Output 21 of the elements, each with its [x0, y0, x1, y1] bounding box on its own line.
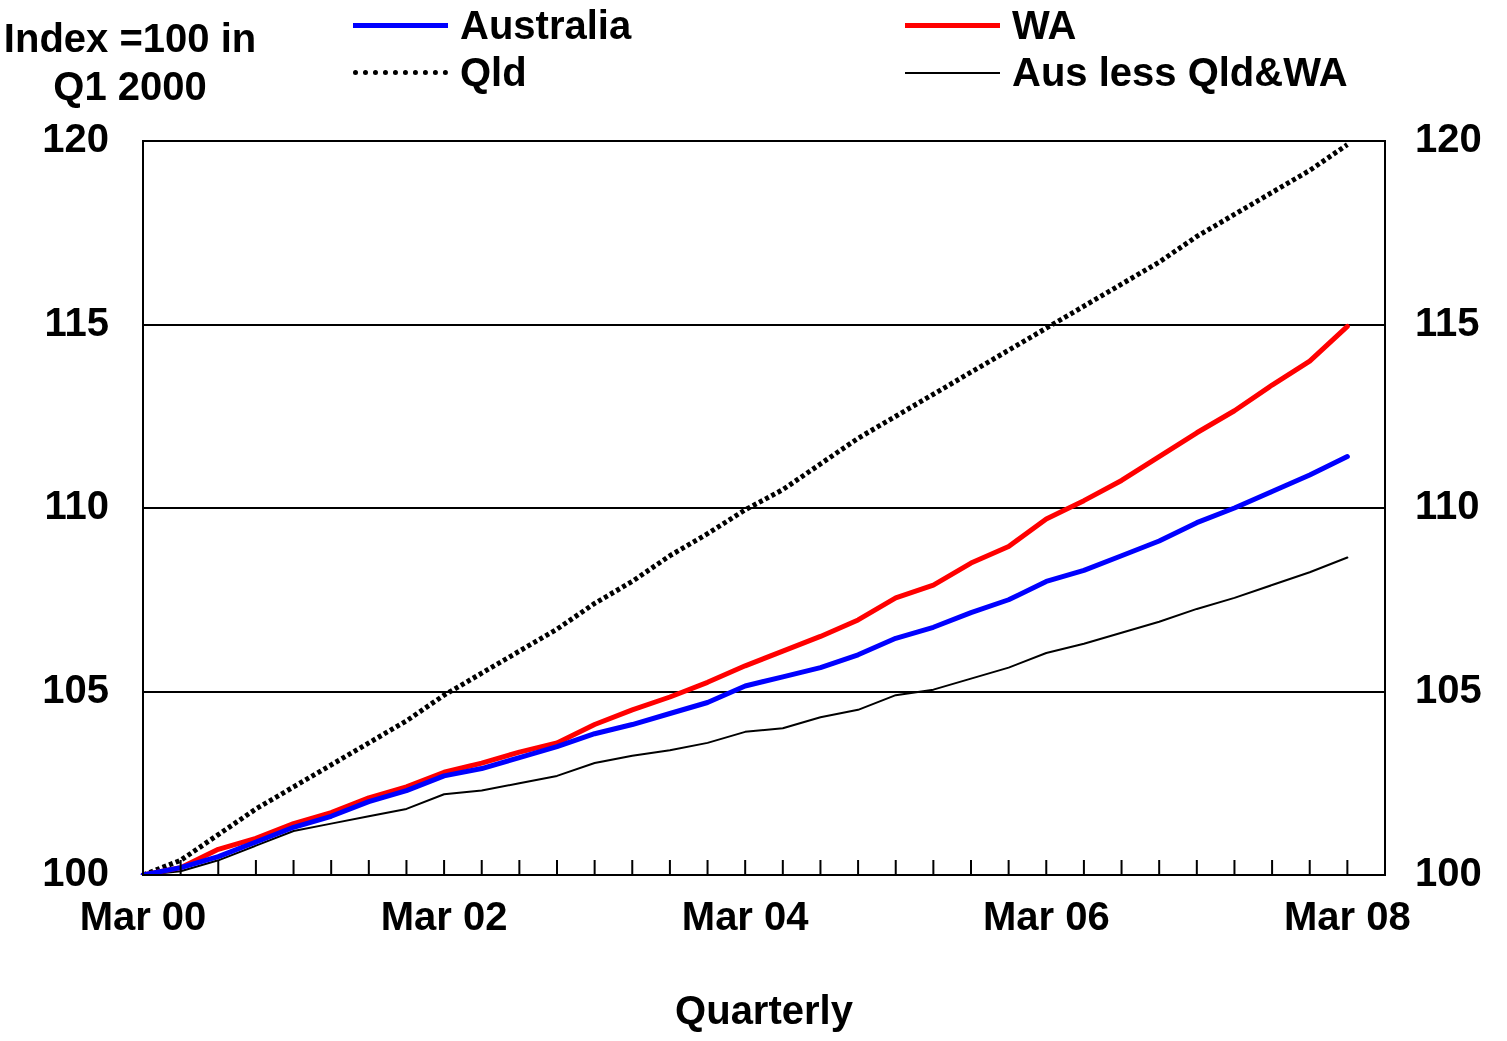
y-tick-label: 110 [44, 483, 109, 528]
x-tick-label: Mar 02 [380, 894, 508, 939]
legend-label: Australia [460, 3, 632, 48]
x-tick-label: Mar 04 [681, 894, 810, 939]
legend-label: Qld [460, 50, 527, 95]
y2-tick-label: 110 [1415, 483, 1480, 528]
y2-tick-label: 100 [1415, 850, 1482, 895]
y-tick-label: 100 [42, 850, 109, 895]
y-tick-label: 120 [42, 116, 109, 161]
x-tick-label: Mar 00 [79, 894, 207, 939]
y-axis-title: Index =100 in Q1 2000 [2, 15, 258, 110]
x-axis-title: Quarterly [675, 988, 854, 1033]
x-tick-label: Mar 08 [1283, 894, 1411, 939]
y2-tick-label: 105 [1415, 666, 1482, 711]
y2-tick-label: 115 [1415, 299, 1480, 344]
y-tick-label: 115 [44, 299, 109, 344]
x-tick-label: Mar 06 [982, 894, 1110, 939]
legend-label: WA [1012, 3, 1077, 48]
legend-label: Aus less Qld&WA [1012, 50, 1348, 95]
y-tick-label: 105 [42, 666, 109, 711]
y2-tick-label: 120 [1415, 116, 1482, 161]
